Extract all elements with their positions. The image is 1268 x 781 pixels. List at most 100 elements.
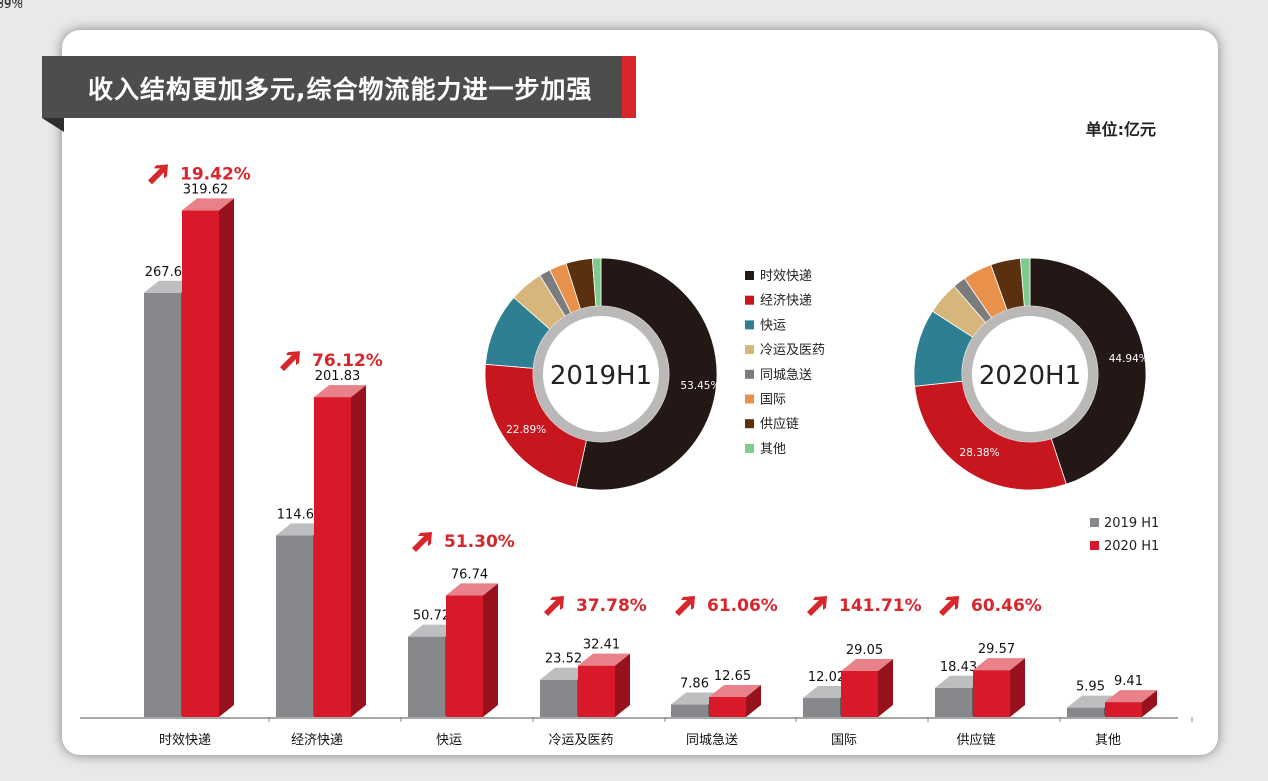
bar-2019-5-value-label: 12.02 bbox=[808, 670, 845, 685]
471,329,498,287,519,271,537,260,564,248,595,236-center bbox=[543, 316, 659, 432]
bar-2020-4-front bbox=[709, 696, 746, 717]
growth-arrow-icon-1 bbox=[280, 351, 300, 372]
growth-arrow-icon-5 bbox=[807, 596, 827, 616]
892,334,910,298,932,277,954,264,985,250,1021,245-slice-label-0: 44.94% bbox=[1109, 353, 1149, 365]
bar-2019-7-front bbox=[1067, 707, 1104, 717]
bar-2020-2-front bbox=[446, 595, 483, 717]
892,334,910,298,932,277,954,264,985,250,1021,245-slice-label-1: 28.38% bbox=[960, 447, 1000, 459]
growth-label-2: 51.30% bbox=[444, 532, 515, 552]
bar-2019-0-front bbox=[144, 292, 181, 717]
bar-legend-swatch-1 bbox=[1090, 541, 1099, 550]
bar-2019-3-front bbox=[540, 679, 577, 717]
bar-2020-7-top bbox=[1105, 690, 1157, 703]
unit-label: 单位:亿元 bbox=[1085, 120, 1156, 139]
bar-2020-5-side bbox=[878, 658, 893, 717]
growth-arrow-icon-0 bbox=[148, 164, 168, 185]
bar-2020-0-front bbox=[182, 210, 219, 718]
category-label-0: 时效快递 bbox=[159, 733, 211, 748]
pie-legend-swatch-3 bbox=[745, 345, 754, 355]
pie-legend-swatch-4 bbox=[745, 369, 754, 379]
category-label-1: 经济快递 bbox=[291, 733, 343, 748]
growth-arrow-icon-4 bbox=[675, 596, 695, 616]
892,334,910,298,932,277,954,264,985,250,1021,245-center bbox=[972, 316, 1088, 432]
bar-2020-3-top bbox=[578, 653, 630, 666]
growth-label-5: 141.71% bbox=[839, 596, 922, 616]
pie-legend-label-7: 其他 bbox=[760, 442, 786, 457]
page-title: 收入结构更加多元,综合物流能力进一步加强 bbox=[88, 75, 593, 104]
pie-legend-label-1: 经济快递 bbox=[760, 294, 812, 309]
bar-2019-2-front bbox=[408, 636, 445, 717]
category-label-7: 其他 bbox=[1095, 733, 1121, 748]
892,334,910,298,932,277,954,264,985,250,1021,245-slice-1 bbox=[914, 380, 1067, 491]
category-label-6: 供应链 bbox=[956, 732, 995, 748]
bar-legend-swatch-0 bbox=[1090, 518, 1099, 527]
bar-2020-1-front bbox=[314, 397, 351, 717]
bar-2019-4-front bbox=[671, 704, 708, 717]
title-accent-stripe bbox=[622, 56, 636, 118]
growth-arrow-icon-6 bbox=[939, 596, 959, 616]
bar-2020-0-side bbox=[219, 198, 234, 718]
bar-2020-3-side bbox=[615, 653, 630, 717]
bar-2020-6-top bbox=[973, 658, 1025, 671]
bar-2019-0-value-label: 267.65 bbox=[145, 265, 191, 280]
pie-legend-label-6: 供应链 bbox=[760, 416, 799, 432]
growth-label-6: 60.46% bbox=[971, 596, 1042, 616]
pie-legend-swatch-6 bbox=[745, 419, 754, 429]
pie-legend-swatch-1 bbox=[745, 295, 754, 305]
growth-label-0: 19.42% bbox=[180, 164, 251, 184]
471,329,498,287,519,271,537,260,564,248,595,236-share-label: 23.66% bbox=[0, 0, 23, 7]
category-label-4: 同城急送 bbox=[686, 733, 738, 748]
471,329,498,287,519,271,537,260,564,248,595,236-slice-label-0: 53.45% bbox=[680, 380, 720, 392]
bar-2020-5-top bbox=[841, 658, 893, 671]
bar-2019-5-front bbox=[803, 697, 840, 717]
892,334,910,298,932,277,954,264,985,250,1021,245-slice-label-3: 4.56% bbox=[0, 0, 17, 3]
bar-2020-5-front bbox=[841, 670, 878, 717]
bar-legend-label-0: 2019 H1 bbox=[1104, 516, 1159, 531]
892,334,910,298,932,277,954,264,985,250,1021,245-center-label: 2020H1 bbox=[979, 361, 1081, 391]
title-banner-fold bbox=[42, 118, 64, 132]
bar-2019-4-value-label: 7.86 bbox=[680, 677, 709, 692]
growth-label-4: 61.06% bbox=[707, 596, 778, 616]
bar-2019-3-value-label: 23.52 bbox=[545, 652, 582, 667]
bar-2020-3-front bbox=[578, 665, 615, 717]
bar-2020-4-top bbox=[709, 684, 761, 697]
bar-2020-1-side bbox=[351, 385, 366, 717]
pie-legend-label-3: 冷运及医药 bbox=[760, 343, 825, 358]
bar-2019-6-front bbox=[935, 687, 972, 717]
bar-2020-7-value-label: 9.41 bbox=[1114, 674, 1143, 689]
bar-2019-6-value-label: 18.43 bbox=[940, 660, 977, 675]
growth-label-1: 76.12% bbox=[312, 351, 383, 371]
bar-2020-1-top bbox=[314, 385, 366, 398]
bar-2019-1-front bbox=[276, 535, 313, 717]
pie-legend-label-5: 国际 bbox=[760, 393, 786, 408]
bar-2020-4-side bbox=[746, 684, 761, 717]
category-label-5: 国际 bbox=[831, 733, 857, 748]
bar-2020-2-side bbox=[483, 583, 498, 717]
bar-2019-7-value-label: 5.95 bbox=[1076, 680, 1105, 695]
bar-2020-6-side bbox=[1010, 658, 1025, 717]
bar-2020-3-value-label: 32.41 bbox=[583, 638, 620, 653]
category-label-2: 快运 bbox=[436, 733, 462, 748]
pie-legend-swatch-5 bbox=[745, 394, 754, 404]
471,329,498,287,519,271,537,260,564,248,595,236-center-label: 2019H1 bbox=[550, 361, 652, 391]
bar-2020-5-value-label: 29.05 bbox=[846, 643, 883, 658]
bar-2019-2-value-label: 50.72 bbox=[413, 609, 450, 624]
bar-2020-1-value-label: 201.83 bbox=[315, 369, 361, 384]
bar-2020-4-value-label: 12.65 bbox=[714, 669, 751, 684]
471,329,498,287,519,271,537,260,564,248,595,236-slice-label-1: 22.89% bbox=[506, 424, 546, 436]
bar-2020-6-value-label: 29.57 bbox=[978, 642, 1015, 657]
growth-arrow-icon-3 bbox=[544, 596, 564, 616]
bar-2020-7-front bbox=[1105, 702, 1142, 717]
bar-2020-6-front bbox=[973, 670, 1010, 717]
bar-2020-2-top bbox=[446, 583, 498, 596]
pie-legend-swatch-7 bbox=[745, 443, 754, 453]
pie-legend-swatch-2 bbox=[745, 320, 754, 330]
471,329,498,287,519,271,537,260,564,248,595,236-slice-label-3: 4.70% bbox=[0, 0, 17, 3]
pie-legend-swatch-0 bbox=[745, 271, 754, 280]
bar-2020-0-value-label: 319.62 bbox=[183, 182, 229, 197]
category-label-3: 冷运及医药 bbox=[548, 733, 613, 748]
471,329,498,287,519,271,537,260,564,248,595,236-slice-label-2: 10.13% bbox=[0, 0, 20, 3]
892,334,910,298,932,277,954,264,985,250,1021,245-share-label: 26.69% bbox=[0, 0, 23, 11]
892,334,910,298,932,277,954,264,985,250,1021,245-slice-label-2: 10.79% bbox=[0, 0, 20, 3]
